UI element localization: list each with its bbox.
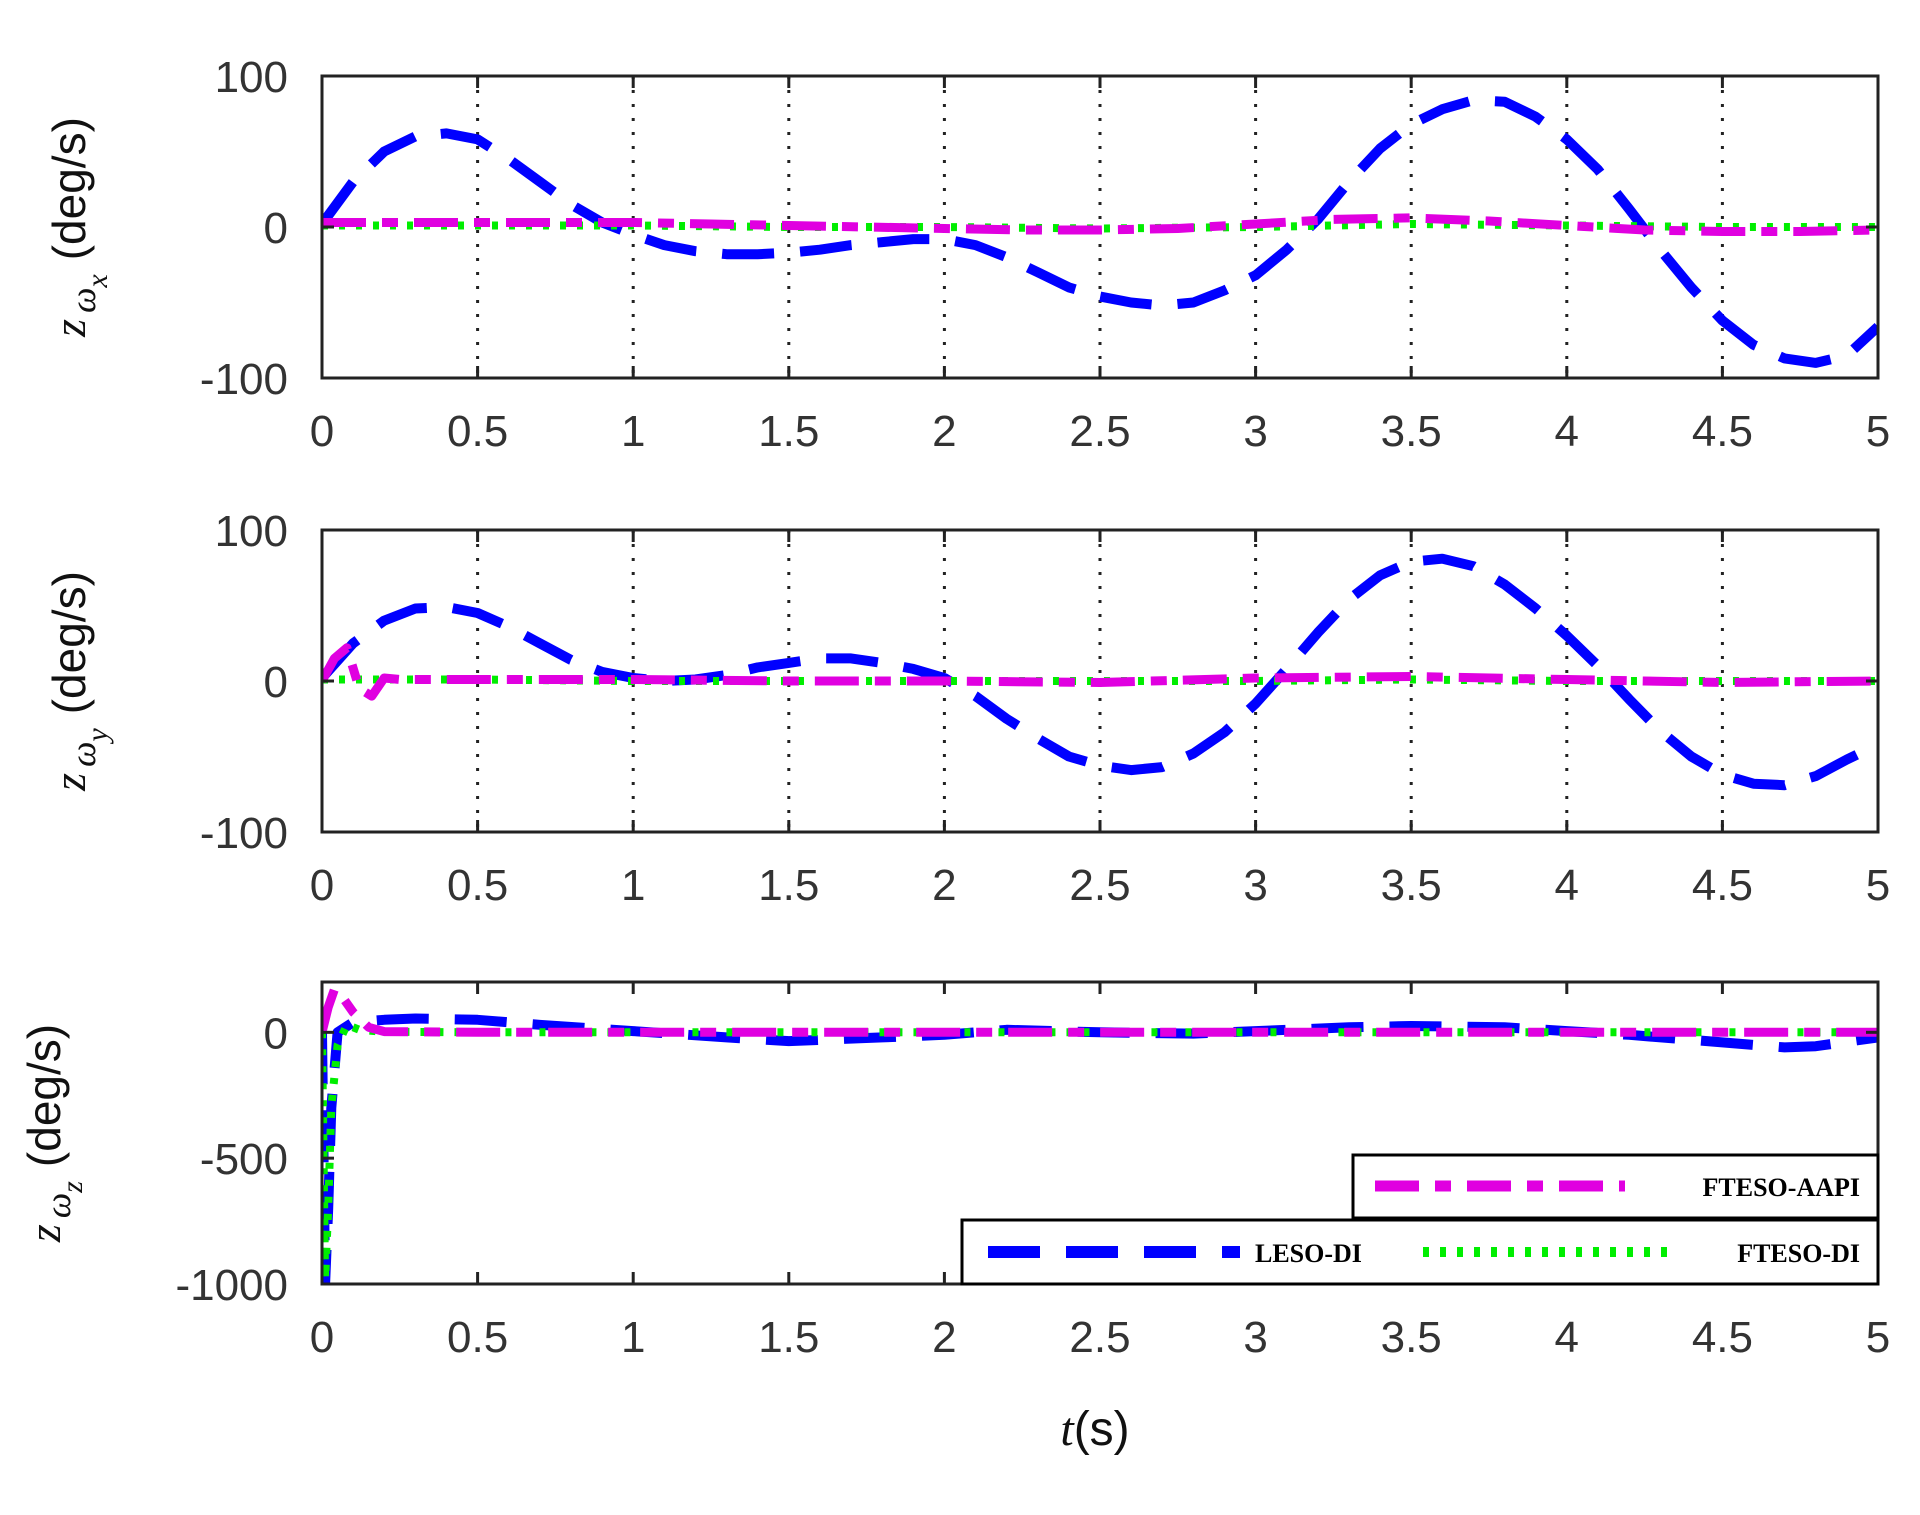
legend: FTESO-AAPI LESO-DI FTESO-DI — [960, 1153, 1880, 1286]
y-tick-label: 0 — [264, 1009, 288, 1058]
x-tick-label: 1 — [621, 407, 645, 456]
series-group — [322, 95, 1878, 368]
x-tick-label: 4 — [1555, 1313, 1579, 1362]
series-line-leso-di — [322, 553, 1878, 791]
x-tick-label: 0 — [310, 407, 334, 456]
x-tick-label: 1 — [621, 861, 645, 910]
y-axis-label-sub: y — [81, 728, 114, 745]
svg-text:t(s): t(s) — [1060, 1403, 1129, 1456]
x-tick-label: 3 — [1243, 1313, 1267, 1362]
y-axis-label-var: z — [44, 319, 95, 338]
y-tick-label: 0 — [264, 658, 288, 707]
x-tick-label: 4.5 — [1692, 1313, 1753, 1362]
x-tick-label: 5 — [1866, 407, 1890, 456]
y-axis-label: zωx (deg/s) — [43, 117, 114, 338]
y-axis-label-omega: ω — [38, 1193, 78, 1218]
x-tick-label: 4.5 — [1692, 407, 1753, 456]
x-tick-label: 0.5 — [447, 861, 508, 910]
y-tick-label: -500 — [200, 1135, 288, 1184]
y-axis-label: zωz (deg/s) — [18, 1024, 89, 1243]
y-tick-label: -100 — [200, 809, 288, 858]
y-tick-label: 0 — [264, 204, 288, 253]
x-tick-label: 0 — [310, 1313, 334, 1362]
series-group — [322, 553, 1878, 791]
x-axis-label: t(s) — [1060, 1403, 1129, 1456]
y-tick-label: -100 — [200, 355, 288, 404]
y-axis-label-omega: ω — [63, 742, 103, 767]
y-axis-label-var: z — [19, 1224, 70, 1243]
y-axis-label-var: z — [44, 773, 95, 792]
x-tick-label: 2.5 — [1069, 861, 1130, 910]
series-group — [322, 985, 1878, 1284]
legend-label-fteso-di: FTESO-DI — [1737, 1239, 1860, 1268]
y-tick-label: 100 — [215, 53, 288, 102]
y-axis-label-unit: (deg/s) — [43, 571, 95, 714]
x-tick-label: 1.5 — [758, 861, 819, 910]
x-tick-label: 1.5 — [758, 407, 819, 456]
y-axis-label-sub: x — [81, 274, 114, 289]
x-tick-label: 1.5 — [758, 1313, 819, 1362]
x-tick-label: 3.5 — [1381, 1313, 1442, 1362]
y-axis-label: zωy (deg/s) — [43, 571, 114, 792]
legend-label-leso-di: LESO-DI — [1255, 1239, 1362, 1268]
x-tick-label: 3.5 — [1381, 407, 1442, 456]
x-tick-label: 0 — [310, 861, 334, 910]
x-tick-label: 2.5 — [1069, 407, 1130, 456]
y-axis-label-omega: ω — [63, 288, 103, 313]
x-tick-label: 2 — [932, 1313, 956, 1362]
x-tick-label: 5 — [1866, 1313, 1890, 1362]
series-line-fteso-aapi — [322, 643, 1878, 701]
panel-top: 0 0.5 1 1.5 2 2.5 3 3.5 4 4.5 5 -100 0 100 zωx (deg/s) — [43, 53, 1890, 456]
x-tick-label: 5 — [1866, 861, 1890, 910]
series-line-leso-di — [322, 1013, 1878, 1284]
x-tick-label: 2 — [932, 861, 956, 910]
series-line-fteso-aapi — [322, 985, 1878, 1037]
panel-bottom: 0 0.5 1 1.5 2 2.5 3 3.5 4 4.5 5 -1000 -500 0 zωz (deg/s… — [18, 980, 1890, 1362]
y-tick-label: 100 — [215, 507, 288, 556]
series-line-leso-di — [322, 95, 1878, 368]
series-line-fteso-aapi — [322, 213, 1878, 236]
x-tick-label: 4.5 — [1692, 861, 1753, 910]
legend-label-fteso-aapi: FTESO-AAPI — [1703, 1173, 1860, 1202]
x-tick-label: 1 — [621, 1313, 645, 1362]
y-axis-label-sub: z — [56, 1181, 89, 1194]
x-tick-label: 3 — [1243, 861, 1267, 910]
x-tick-label: 0.5 — [447, 407, 508, 456]
x-tick-label: 4 — [1555, 861, 1579, 910]
x-tick-label: 0.5 — [447, 1313, 508, 1362]
x-tick-label: 2.5 — [1069, 1313, 1130, 1362]
y-axis-label-unit: (deg/s) — [18, 1024, 70, 1167]
x-axis-label-unit: (s) — [1074, 1403, 1130, 1456]
x-tick-label: 3.5 — [1381, 861, 1442, 910]
y-axis-label-unit: (deg/s) — [43, 117, 95, 260]
y-tick-label: -1000 — [175, 1261, 288, 1310]
panel-middle: 0 0.5 1 1.5 2 2.5 3 3.5 4 4.5 5 -100 0 100 zωy (deg/s) — [43, 507, 1890, 910]
x-tick-label: 4 — [1555, 407, 1579, 456]
x-tick-label: 3 — [1243, 407, 1267, 456]
x-tick-label: 2 — [932, 407, 956, 456]
x-axis-label-t: t — [1060, 1403, 1075, 1456]
